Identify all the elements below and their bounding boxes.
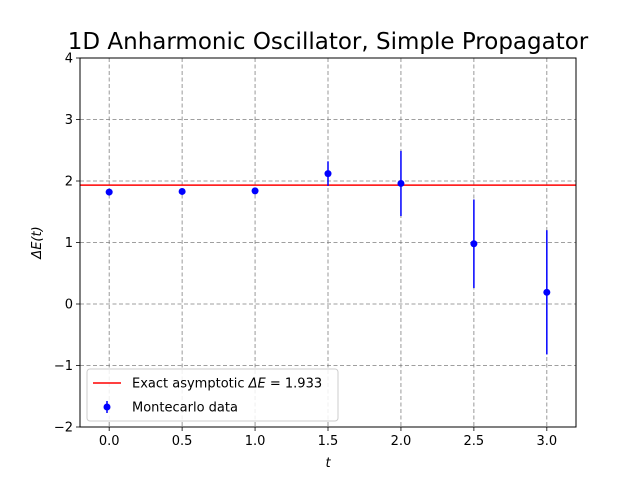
y-tick-label: −2 — [54, 421, 73, 436]
plot-area — [79, 57, 577, 428]
x-tick-label: 2.5 — [464, 434, 485, 449]
montecarlo-point — [105, 188, 113, 196]
x-tick-label: 0.0 — [99, 434, 120, 449]
montecarlo-point — [397, 179, 405, 187]
legend-box — [86, 368, 339, 422]
montecarlo-point — [324, 170, 332, 178]
y-axis-ticks: −2 −1 0 1 2 3 4 — [54, 52, 80, 436]
montecarlo-point — [470, 240, 478, 248]
x-axis-label: t — [325, 456, 331, 471]
x-tick-label: 2.0 — [391, 434, 412, 449]
x-tick-label: 1.5 — [318, 434, 339, 449]
y-tick-label: 3 — [65, 113, 73, 128]
x-tick-label: 0.5 — [172, 434, 193, 449]
legend-label-exact: Exact asymptotic ΔE = 1.933 — [132, 377, 322, 392]
y-axis-label: ΔE(t) — [30, 226, 45, 259]
y-tick-label: 4 — [65, 52, 73, 67]
legend-marker-montecarlo — [103, 403, 111, 411]
legend-label-exact-prefix: Exact asymptotic — [132, 377, 249, 392]
x-tick-label: 1.0 — [245, 434, 266, 449]
montecarlo-point — [251, 187, 259, 195]
y-tick-label: 1 — [65, 236, 73, 251]
legend-label-exact-math: ΔE — [248, 377, 267, 392]
montecarlo-point — [178, 187, 186, 195]
y-tick-label: 2 — [65, 175, 73, 190]
montecarlo-point — [543, 288, 551, 296]
legend-label-exact-suffix: = 1.933 — [266, 377, 322, 392]
legend-label-montecarlo: Montecarlo data — [132, 401, 238, 416]
y-tick-label: −1 — [54, 359, 73, 374]
chart-title: 1D Anharmonic Oscillator, Simple Propaga… — [68, 29, 589, 55]
y-tick-label: 0 — [65, 298, 73, 313]
x-axis-ticks: 0.0 0.5 1.0 1.5 2.0 2.5 3.0 — [99, 427, 557, 449]
legend: Exact asymptotic ΔE = 1.933 Montecarlo d… — [86, 368, 339, 422]
data-layer — [105, 150, 551, 355]
x-tick-label: 3.0 — [536, 434, 557, 449]
